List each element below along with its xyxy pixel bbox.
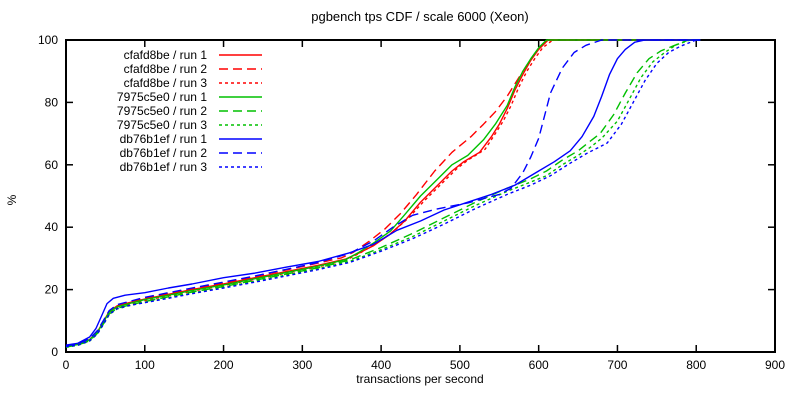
- legend-item: 7975c5e0 / run 3: [117, 118, 262, 132]
- legend-item: cfafd8be / run 1: [124, 48, 262, 62]
- legend-item: cfafd8be / run 2: [124, 62, 262, 76]
- series-line: [65, 39, 701, 347]
- legend-item: db76b1ef / run 3: [120, 160, 262, 174]
- legend-label: 7975c5e0 / run 2: [117, 104, 207, 118]
- x-axis-label: transactions per second: [356, 372, 483, 386]
- x-tick-label: 100: [135, 358, 155, 372]
- series-line: [65, 39, 701, 348]
- y-tick-label: 0: [51, 345, 58, 359]
- legend-label: 7975c5e0 / run 3: [117, 118, 207, 132]
- legend-label: cfafd8be / run 1: [124, 48, 208, 62]
- x-tick-label: 0: [63, 358, 70, 372]
- legend-label: db76b1ef / run 1: [120, 132, 208, 146]
- x-tick-label: 600: [529, 358, 549, 372]
- x-tick-label: 400: [371, 358, 391, 372]
- chart-title: pgbench tps CDF / scale 6000 (Xeon): [311, 9, 529, 24]
- series-line: [65, 39, 701, 348]
- x-tick-label: 500: [450, 358, 470, 372]
- x-tick-label: 700: [607, 358, 627, 372]
- legend-item: cfafd8be / run 3: [124, 76, 262, 90]
- legend-label: cfafd8be / run 2: [124, 62, 208, 76]
- series-line: [65, 39, 701, 346]
- y-tick-label: 100: [38, 33, 58, 47]
- y-tick-label: 40: [45, 220, 59, 234]
- legend-label: db76b1ef / run 3: [120, 160, 208, 174]
- legend-item: 7975c5e0 / run 2: [117, 104, 262, 118]
- legend-label: db76b1ef / run 2: [120, 146, 208, 160]
- legend-label: cfafd8be / run 3: [124, 76, 208, 90]
- legend-item: db76b1ef / run 2: [120, 146, 262, 160]
- axes: 0 100 200 300 400 500 600 700 800 900 0 20 40 60 80 100: [38, 33, 785, 372]
- y-tick-label: 60: [45, 158, 59, 172]
- series-line: [65, 39, 701, 348]
- x-tick-label: 800: [686, 358, 706, 372]
- legend-item: 7975c5e0 / run 1: [117, 90, 262, 104]
- series-line: [65, 39, 701, 348]
- y-axis-label: %: [5, 194, 19, 205]
- legend-label: 7975c5e0 / run 1: [117, 90, 207, 104]
- y-tick-label: 20: [45, 283, 59, 297]
- x-tick-label: 200: [214, 358, 234, 372]
- x-tick-label: 300: [292, 358, 312, 372]
- legend-item: db76b1ef / run 1: [120, 132, 262, 146]
- x-tick-label: 900: [765, 358, 785, 372]
- y-tick-label: 80: [45, 95, 59, 109]
- data-series: [65, 39, 701, 348]
- plot-border: [65, 39, 776, 353]
